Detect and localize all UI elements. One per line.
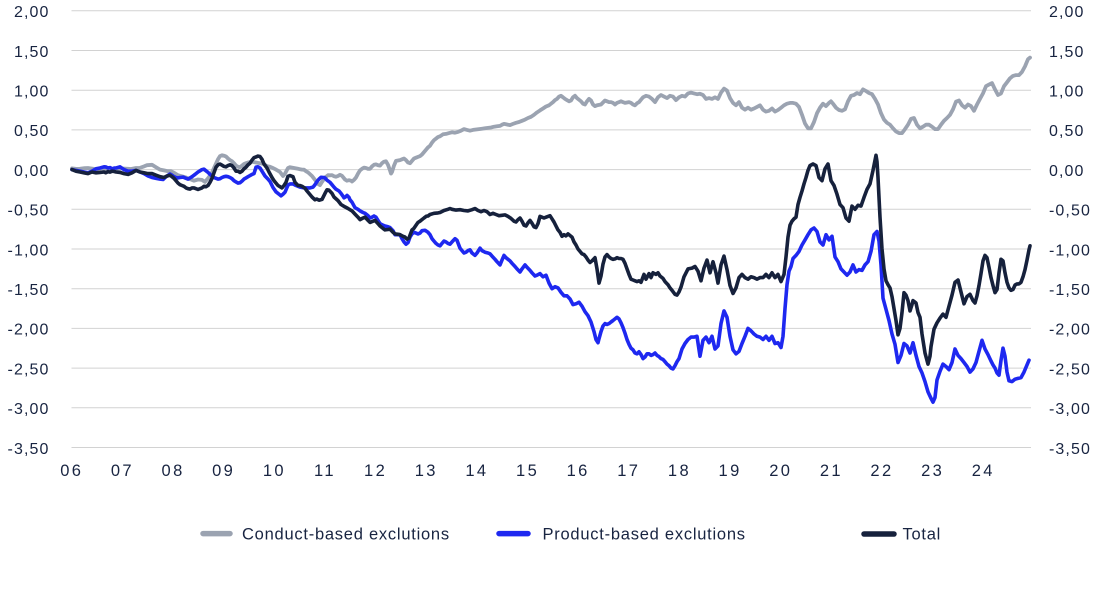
svg-text:06: 06	[60, 462, 83, 480]
svg-text:-0,50: -0,50	[8, 203, 50, 220]
svg-text:1,50: 1,50	[14, 44, 50, 61]
svg-text:20: 20	[769, 462, 792, 480]
svg-text:-2,50: -2,50	[8, 361, 50, 378]
svg-text:24: 24	[972, 462, 995, 480]
svg-text:10: 10	[263, 462, 286, 480]
svg-text:23: 23	[921, 462, 944, 480]
svg-text:15: 15	[516, 462, 539, 480]
svg-text:-2,50: -2,50	[1049, 361, 1091, 378]
svg-text:Conduct-based exclutions: Conduct-based exclutions	[242, 526, 450, 544]
svg-text:-3,00: -3,00	[1049, 401, 1091, 418]
svg-text:-0,50: -0,50	[1049, 203, 1091, 220]
svg-text:07: 07	[111, 462, 134, 480]
svg-text:21: 21	[820, 462, 843, 480]
svg-text:-3,50: -3,50	[8, 441, 50, 458]
svg-text:Total: Total	[903, 526, 942, 544]
svg-text:0,50: 0,50	[1049, 123, 1085, 140]
svg-text:-1,00: -1,00	[8, 242, 50, 259]
svg-text:-3,00: -3,00	[8, 401, 50, 418]
svg-text:0,50: 0,50	[14, 123, 50, 140]
svg-text:Product-based exclutions: Product-based exclutions	[543, 526, 746, 544]
svg-text:-3,50: -3,50	[1049, 441, 1091, 458]
svg-text:1,00: 1,00	[14, 84, 50, 101]
svg-text:17: 17	[617, 462, 640, 480]
svg-text:13: 13	[415, 462, 438, 480]
svg-text:16: 16	[567, 462, 590, 480]
svg-text:-1,00: -1,00	[1049, 242, 1091, 259]
svg-text:18: 18	[668, 462, 691, 480]
svg-text:08: 08	[162, 462, 185, 480]
svg-text:2,00: 2,00	[1049, 4, 1085, 21]
svg-text:-1,50: -1,50	[1049, 282, 1091, 299]
svg-text:1,50: 1,50	[1049, 44, 1085, 61]
svg-text:2,00: 2,00	[14, 4, 50, 21]
svg-text:-2,00: -2,00	[8, 322, 50, 339]
svg-text:0,00: 0,00	[14, 163, 50, 180]
svg-text:11: 11	[314, 462, 336, 480]
svg-text:-2,00: -2,00	[1049, 322, 1091, 339]
svg-text:12: 12	[364, 462, 387, 480]
svg-text:0,00: 0,00	[1049, 163, 1085, 180]
svg-text:22: 22	[870, 462, 893, 480]
svg-text:-1,50: -1,50	[8, 282, 50, 299]
svg-text:14: 14	[465, 462, 488, 480]
svg-text:09: 09	[212, 462, 235, 480]
svg-text:19: 19	[719, 462, 742, 480]
svg-text:1,00: 1,00	[1049, 84, 1085, 101]
